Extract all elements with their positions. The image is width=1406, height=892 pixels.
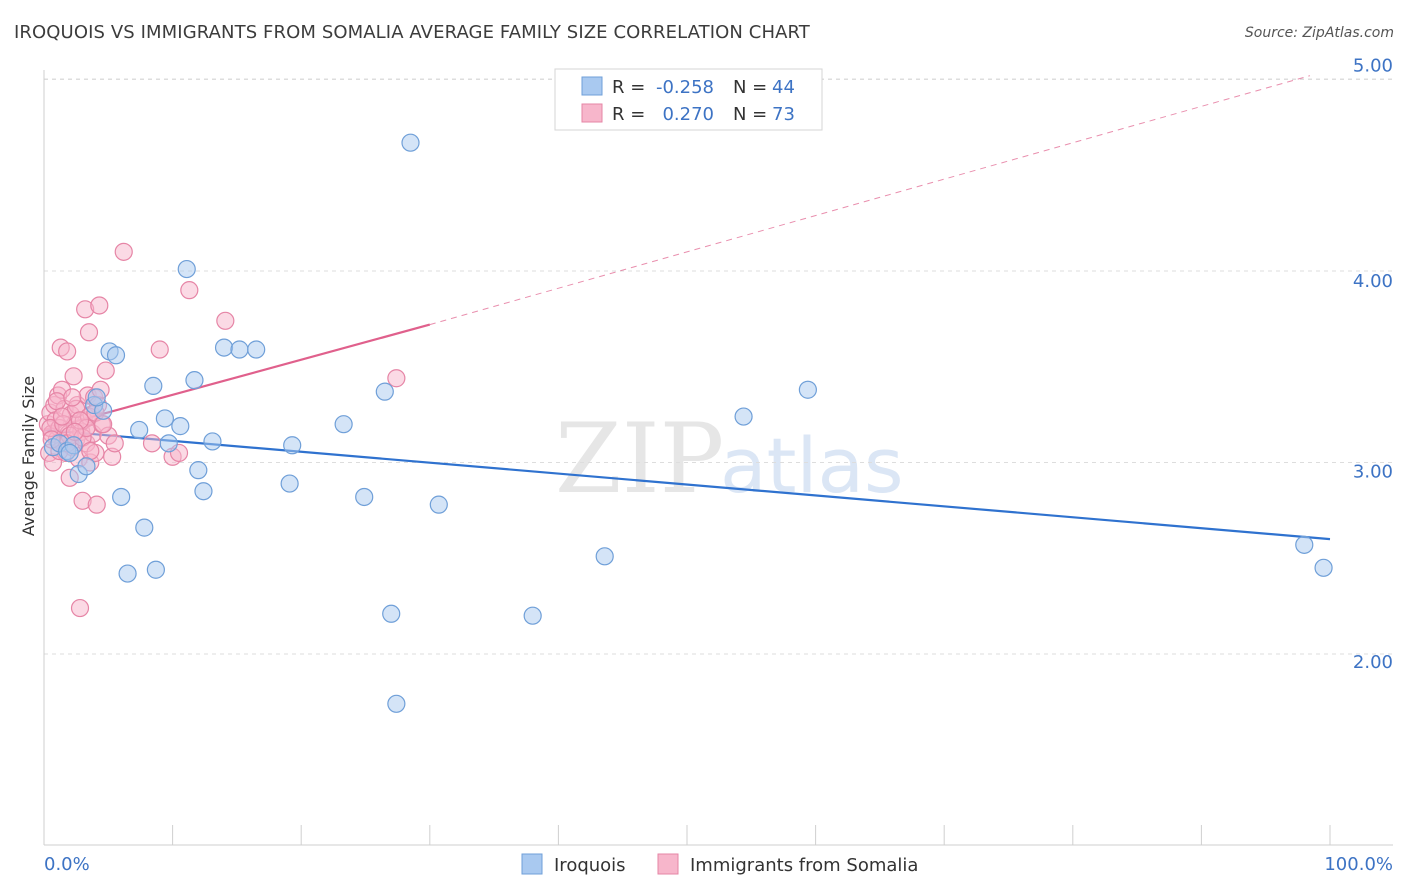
point-layer	[38, 133, 1333, 713]
data-point-iroquois	[130, 420, 149, 440]
data-point-iroquois	[171, 417, 190, 436]
data-point-iroquois	[60, 443, 79, 463]
data-point-iroquois	[112, 487, 131, 507]
data-point-somalia	[105, 434, 124, 453]
data-point-iroquois	[1314, 558, 1333, 577]
data-point-somalia	[90, 296, 109, 315]
data-point-iroquois	[334, 415, 353, 434]
data-point-iroquois	[280, 474, 299, 493]
data-point-iroquois	[155, 409, 174, 428]
data-point-somalia	[64, 367, 83, 386]
data-point-somalia	[387, 369, 406, 388]
data-point-iroquois	[247, 340, 266, 359]
y-tick-label: 2.00	[1353, 652, 1393, 673]
data-point-iroquois	[194, 482, 213, 501]
data-point-iroquois	[214, 338, 234, 357]
x-tick-label-min: 0.0%	[44, 854, 90, 875]
watermark-atlas: atlas	[720, 421, 904, 510]
legend-swatch-pink	[581, 103, 603, 123]
trend-line-extension-somalia	[429, 75, 1311, 326]
data-point-iroquois	[355, 487, 374, 507]
bottom-legend-swatch-iroquois	[521, 853, 543, 875]
data-point-iroquois	[734, 407, 753, 426]
data-point-iroquois	[77, 457, 96, 476]
chart-title: IROQUOIS VS IMMIGRANTS FROM SOMALIA AVER…	[14, 22, 810, 43]
legend-r-value-1: -0.258	[656, 77, 714, 98]
y-tick-label: 3.00	[1353, 462, 1393, 483]
data-point-iroquois	[135, 518, 154, 537]
data-point-iroquois	[382, 604, 401, 623]
bottom-legend-swatch-somalia	[657, 853, 679, 875]
data-point-iroquois	[189, 461, 208, 480]
legend-n-value-1: 44	[772, 77, 795, 98]
data-point-iroquois	[159, 434, 178, 453]
data-point-somalia	[70, 598, 90, 618]
y-tick-label: 5.00	[1353, 56, 1393, 77]
legend-r-value-2: 0.270	[662, 104, 714, 125]
data-point-iroquois	[401, 133, 420, 152]
bottom-legend-label-somalia: Immigrants from Somalia	[690, 855, 918, 876]
legend-r-label-2: R =	[612, 104, 645, 125]
data-point-somalia	[63, 388, 82, 407]
data-point-iroquois	[595, 547, 614, 566]
data-point-iroquois	[146, 560, 165, 579]
data-point-iroquois	[375, 382, 394, 401]
data-point-somalia	[150, 340, 169, 359]
data-point-somalia	[142, 434, 162, 453]
legend-n-label-2: N =	[733, 104, 767, 125]
data-point-somalia	[79, 323, 99, 342]
data-point-somalia	[114, 242, 133, 261]
legend-n-label-1: N =	[733, 77, 767, 98]
data-point-somalia	[96, 361, 115, 380]
data-point-iroquois	[230, 340, 249, 359]
data-point-iroquois	[387, 694, 406, 713]
data-point-iroquois	[144, 376, 163, 395]
data-point-iroquois	[429, 495, 448, 514]
data-point-somalia	[216, 311, 235, 330]
data-point-iroquois	[106, 346, 126, 365]
top-legend: R = -0.258 N = 44 R = 0.270 N = 73	[554, 68, 823, 131]
data-point-somalia	[58, 342, 77, 361]
data-point-somalia	[180, 281, 199, 300]
data-point-somalia	[47, 392, 66, 411]
data-point-iroquois	[203, 432, 222, 451]
legend-r-label-1: R =	[612, 77, 645, 98]
legend-n-value-2: 73	[772, 104, 795, 125]
data-point-iroquois	[523, 606, 542, 625]
watermark-zip: ZIP	[555, 403, 724, 515]
data-point-iroquois	[798, 380, 817, 399]
grid-layer	[44, 78, 1393, 655]
trend-line-iroquois	[43, 428, 1331, 541]
data-point-iroquois	[1295, 535, 1314, 554]
y-tick-label: 4.00	[1353, 271, 1393, 292]
data-point-iroquois	[118, 564, 137, 583]
bottom-legend-label-iroquois: Iroquois	[554, 855, 626, 876]
data-point-iroquois	[283, 436, 302, 455]
data-point-somalia	[87, 495, 106, 514]
y-axis-title: Average Family Size	[19, 376, 38, 536]
chart-source: Source: ZipAtlas.com	[1244, 25, 1394, 41]
data-point-iroquois	[177, 259, 196, 279]
data-point-iroquois	[87, 388, 106, 407]
data-point-somalia	[52, 407, 72, 426]
data-point-iroquois	[185, 371, 204, 390]
x-tick-label-max: 100.0%	[1324, 854, 1393, 875]
legend-swatch-blue	[581, 76, 603, 96]
data-point-somalia	[81, 441, 100, 461]
bottom-legend: Iroquois Immigrants from Somalia	[521, 853, 918, 876]
